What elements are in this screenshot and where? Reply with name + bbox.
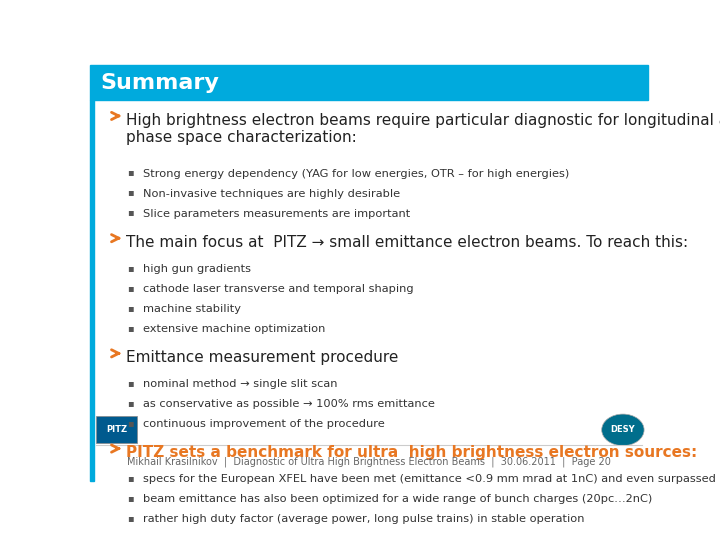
Text: nominal method → single slit scan: nominal method → single slit scan [143,379,338,389]
Text: ▪: ▪ [127,207,134,218]
Text: DESY: DESY [611,426,635,434]
Text: high gun gradients: high gun gradients [143,264,251,274]
Text: Non-invasive techniques are highly desirable: Non-invasive techniques are highly desir… [143,188,400,199]
Text: Emittance measurement procedure: Emittance measurement procedure [126,350,399,365]
Text: Strong energy dependency (YAG for low energies, OTR – for high energies): Strong energy dependency (YAG for low en… [143,168,570,179]
Text: PITZ: PITZ [107,426,127,434]
Text: as conservative as possible → 100% rms emittance: as conservative as possible → 100% rms e… [143,399,435,409]
Text: ▪: ▪ [127,263,134,273]
Text: specs for the European XFEL have been met (emittance <0.9 mm mrad at 1nC) and ev: specs for the European XFEL have been me… [143,474,716,484]
Text: cathode laser transverse and temporal shaping: cathode laser transverse and temporal sh… [143,284,413,294]
Text: PITZ sets a benchmark for ultra  high brightness electron sources:: PITZ sets a benchmark for ultra high bri… [126,446,698,460]
Text: Mikhail Krasilnikov  |  Diagnostic of Ultra High Brightness Electron Beams  |  3: Mikhail Krasilnikov | Diagnostic of Ultr… [127,457,611,467]
Text: rather high duty factor (average power, long pulse trains) in stable operation: rather high duty factor (average power, … [143,514,585,524]
Text: beam emittance has also been optimized for a wide range of bunch charges (20pc…2: beam emittance has also been optimized f… [143,494,652,504]
Text: ▪: ▪ [127,378,134,388]
FancyBboxPatch shape [90,65,648,100]
FancyBboxPatch shape [96,416,138,443]
Text: ▪: ▪ [127,513,134,523]
Text: extensive machine optimization: extensive machine optimization [143,324,325,334]
Text: ▪: ▪ [127,418,134,428]
Text: continuous improvement of the procedure: continuous improvement of the procedure [143,419,384,429]
Text: ▪: ▪ [127,473,134,483]
Text: The main focus at  PITZ → small emittance electron beams. To reach this:: The main focus at PITZ → small emittance… [126,235,688,250]
Text: ▪: ▪ [127,187,134,198]
Text: ▪: ▪ [127,167,134,178]
Text: ▪: ▪ [127,282,134,293]
Text: Summary: Summary [100,73,219,93]
Text: ▪: ▪ [127,322,134,333]
Text: ▪: ▪ [127,302,134,313]
Circle shape [602,414,644,446]
FancyBboxPatch shape [90,100,94,481]
Text: ▪: ▪ [127,398,134,408]
Text: High brightness electron beams require particular diagnostic for longitudinal an: High brightness electron beams require p… [126,113,720,145]
Text: Slice parameters measurements are important: Slice parameters measurements are import… [143,208,410,219]
Text: machine stability: machine stability [143,304,241,314]
Text: ▪: ▪ [127,493,134,503]
